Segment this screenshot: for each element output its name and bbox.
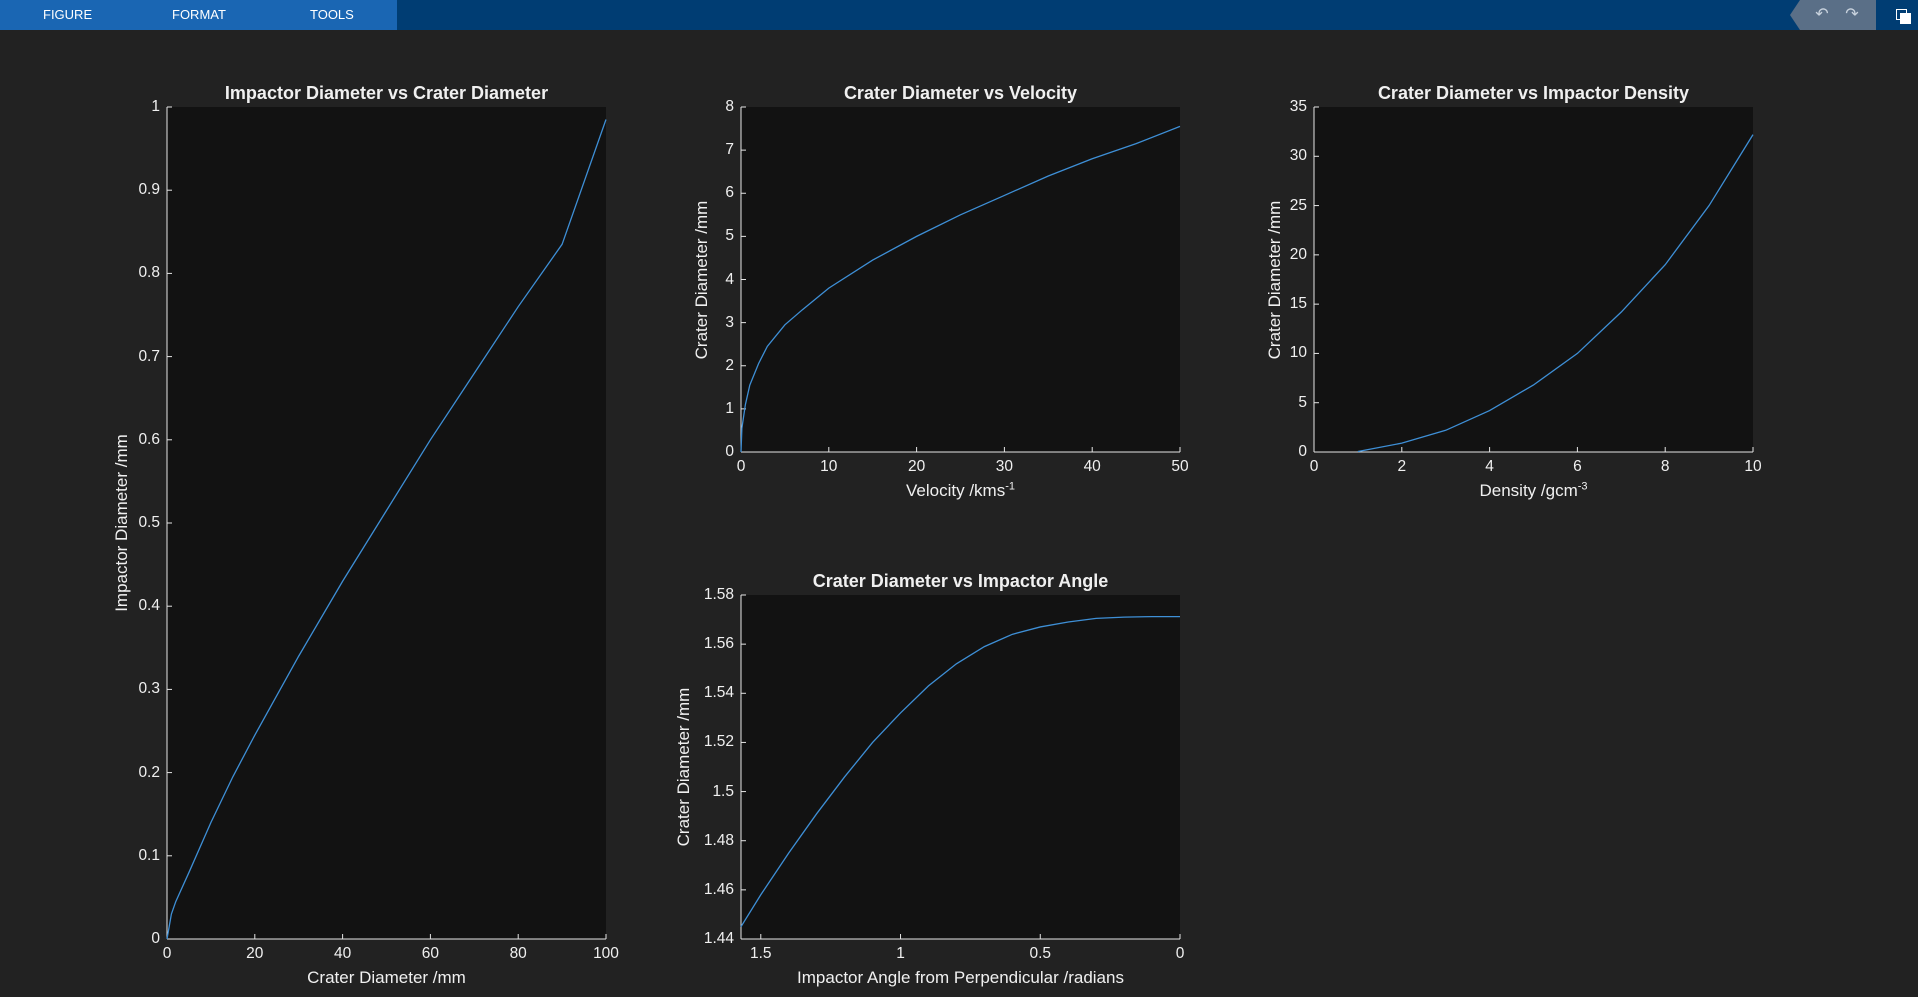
- data-series-line: [740, 615, 1180, 928]
- x-tick-label: 100: [593, 945, 619, 962]
- x-tick-label: 0: [1175, 945, 1185, 962]
- y-tick-label: 0.2: [138, 763, 160, 781]
- chart-title: Crater Diameter vs Impactor Density: [1377, 83, 1690, 103]
- y-tick-label: 1.5: [712, 782, 734, 800]
- x-axis-label-text: Crater Diameter /mm: [307, 968, 466, 987]
- data-series-line: [1357, 134, 1754, 453]
- chart-title: Crater Diameter vs Impactor Angle: [812, 571, 1109, 591]
- x-axis-label-text: Density /gcm: [1479, 481, 1578, 500]
- tab-tools[interactable]: TOOLS: [310, 7, 354, 22]
- y-tick-label: 1.48: [703, 831, 734, 849]
- y-axis-label: Impactor Diameter /mm: [112, 434, 131, 612]
- y-tick-label: 6: [725, 184, 734, 202]
- y-tick-label: 1.44: [703, 930, 734, 947]
- x-tick-label: 4: [1485, 458, 1494, 475]
- y-tick-label: 0: [151, 930, 160, 947]
- data-series-line: [740, 125, 1181, 453]
- x-tick-label: 30: [995, 458, 1014, 475]
- tab-format[interactable]: FORMAT: [172, 7, 226, 22]
- x-tick-label: 20: [246, 945, 264, 962]
- y-tick-label: 0.1: [138, 846, 160, 864]
- y-tick-label: 0: [725, 443, 734, 460]
- y-tick-label: 2: [725, 356, 734, 374]
- chart-title: Impactor Diameter vs Crater Diameter: [224, 83, 549, 103]
- plot-area-impactor-vs-crater: [166, 106, 607, 940]
- y-tick-label: 5: [1298, 393, 1307, 411]
- x-tick-label: 0: [736, 458, 746, 475]
- y-tick-label: 1.52: [703, 733, 734, 751]
- x-axis-label-text: Velocity /kms: [906, 481, 1006, 500]
- axes-crater-vs-velocity[interactable]: 0 10 20 30 40 50 0 1 2 3 4 5 6 7 8 Crater Diameter vs V…: [692, 83, 1189, 500]
- y-tick-label: 1.56: [703, 635, 734, 653]
- y-tick-label: 1: [151, 98, 160, 115]
- axes-crater-vs-angle[interactable]: 1.5 1 0.5 0 1.44 1.46 1.48 1.5 1.52 1.54 1.56 1.58 C…: [674, 571, 1184, 987]
- x-tick-label: 10: [1744, 458, 1762, 475]
- y-tick-label: 5: [725, 227, 734, 245]
- x-tick-label: 1.5: [750, 945, 772, 962]
- x-tick-label: 0.5: [1029, 945, 1052, 962]
- tab-figure[interactable]: FIGURE: [43, 7, 93, 22]
- y-tick-label: 1.58: [703, 586, 734, 603]
- redo-icon[interactable]: ↷: [1845, 6, 1859, 23]
- y-tick-label: 3: [725, 313, 734, 331]
- plot-area-crater-vs-velocity: [740, 106, 1181, 453]
- x-axis-label: Impactor Angle from Perpendicular /radia…: [797, 968, 1124, 988]
- y-tick-label: 1.54: [703, 684, 734, 702]
- y-tick-label: 25: [1289, 196, 1307, 214]
- y-axis-label: Crater Diameter /mm: [674, 687, 693, 847]
- x-tick-label: 0: [1309, 458, 1319, 475]
- x-tick-label: 80: [509, 945, 527, 962]
- plot-area-crater-vs-density: [1313, 106, 1754, 453]
- plot-area-crater-vs-angle: [740, 594, 1181, 940]
- y-tick-label: 10: [1289, 344, 1307, 362]
- x-tick-label: 1: [896, 945, 905, 962]
- undo-icon[interactable]: ↶: [1815, 6, 1829, 23]
- axes-crater-vs-density[interactable]: 0 2 4 6 8 10 0 5 10 15 20 25 30 35 Crater Diameter vs …: [1265, 83, 1762, 500]
- x-tick-label: 60: [421, 945, 440, 962]
- x-axis-label-exponent: -3: [1577, 480, 1588, 493]
- y-tick-label: 7: [725, 141, 734, 159]
- x-axis-label-text: Impactor Angle from Perpendicular /radia…: [797, 968, 1124, 987]
- x-tick-label: 50: [1171, 458, 1189, 475]
- axes-impactor-vs-crater[interactable]: 0 20 40 60 80 100 0 0.1 0.2 0.3 0.4 0.5 0.6 0.7 0.8 0.9…: [112, 83, 619, 987]
- y-tick-label: 4: [725, 270, 734, 288]
- figure-toolstrip: FIGURE FORMAT TOOLS ↶ ↷: [0, 0, 1918, 30]
- x-axis-label: Density /gcm-3: [1479, 481, 1587, 501]
- x-tick-label: 10: [820, 458, 838, 475]
- y-tick-label: 0.5: [138, 514, 160, 531]
- y-tick-label: 35: [1289, 98, 1307, 115]
- x-tick-label: 2: [1397, 458, 1407, 475]
- quick-access-bar: ↶ ↷: [1790, 0, 1876, 30]
- y-tick-label: 1: [725, 399, 734, 417]
- x-axis-label: Velocity /kms-1: [906, 481, 1015, 501]
- x-tick-label: 6: [1573, 458, 1582, 475]
- y-tick-label: 0.9: [138, 181, 160, 199]
- y-tick-label: 20: [1289, 245, 1307, 263]
- y-tick-label: 0.8: [138, 264, 160, 282]
- y-tick-label: 0: [1298, 443, 1307, 460]
- x-tick-label: 40: [333, 945, 352, 962]
- chart-title: Crater Diameter vs Velocity: [843, 83, 1078, 103]
- data-series-line: [166, 119, 607, 940]
- x-tick-label: 40: [1083, 458, 1101, 475]
- x-tick-label: 0: [162, 945, 172, 962]
- y-tick-label: 0.6: [138, 430, 160, 448]
- toolstrip-tabs: FIGURE FORMAT TOOLS: [0, 0, 397, 30]
- y-tick-label: 30: [1289, 147, 1307, 165]
- y-tick-label: 8: [725, 98, 734, 115]
- y-tick-label: 1.46: [703, 880, 734, 898]
- y-tick-label: 0.3: [138, 680, 160, 698]
- x-axis-label: Crater Diameter /mm: [307, 968, 466, 988]
- y-axis-label: Crater Diameter /mm: [1265, 200, 1284, 359]
- x-tick-label: 20: [907, 458, 926, 475]
- undock-figure-icon[interactable]: [1894, 7, 1911, 24]
- x-axis-label-exponent: -1: [1005, 480, 1015, 493]
- y-axis-label: Crater Diameter /mm: [692, 200, 711, 359]
- x-tick-label: 8: [1660, 458, 1670, 475]
- y-tick-label: 0.7: [138, 347, 160, 365]
- y-tick-label: 0.4: [138, 597, 160, 615]
- y-tick-label: 15: [1289, 295, 1307, 313]
